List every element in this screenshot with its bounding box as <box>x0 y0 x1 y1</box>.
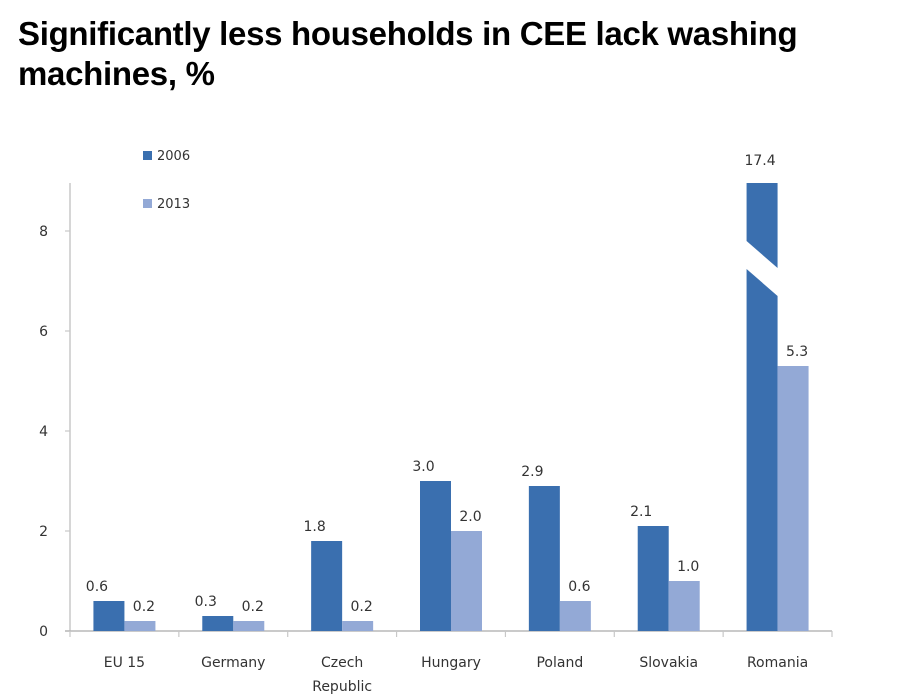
data-label-2013: 5.3 <box>786 344 808 360</box>
data-label-2013: 0.6 <box>568 579 590 595</box>
y-tick-label: 2 <box>39 524 48 540</box>
data-label-2013: 0.2 <box>133 599 155 615</box>
data-label-2006: 0.3 <box>195 594 217 610</box>
bar-2013 <box>451 531 482 631</box>
x-category-label: Hungary <box>421 655 481 671</box>
bar-2006 <box>420 481 451 631</box>
bar-2013 <box>777 366 809 631</box>
legend-label-2006: 2006 <box>157 149 190 164</box>
bar-2013 <box>233 621 265 631</box>
x-category-label: Republic <box>312 679 372 695</box>
bar-2006 <box>93 601 125 631</box>
chart-title: Significantly less households in CEE lac… <box>18 15 798 92</box>
bar-2006 <box>528 486 560 631</box>
x-category-label: Czech <box>321 655 363 671</box>
x-category-label: Germany <box>201 655 265 671</box>
y-tick-label: 0 <box>39 624 48 640</box>
bar-2006 <box>202 616 234 631</box>
x-category-label: EU 15 <box>104 655 145 671</box>
bar-2013 <box>342 621 374 631</box>
data-label-2006: 0.6 <box>86 579 108 595</box>
x-category-label: Poland <box>536 655 583 671</box>
x-category-label: Slovakia <box>639 655 698 671</box>
x-category-label: Romania <box>747 655 808 671</box>
bar-2006-broken-top <box>746 183 778 268</box>
legend-label-2013: 2013 <box>157 197 190 212</box>
y-tick-label: 8 <box>39 224 48 240</box>
data-label-2013: 0.2 <box>242 599 264 615</box>
legend-swatch-2013 <box>143 199 152 208</box>
bar-2006 <box>637 526 669 631</box>
bar-2013 <box>124 621 156 631</box>
y-tick-label: 4 <box>39 424 48 440</box>
data-label-2006: 17.4 <box>744 153 775 169</box>
bar-2013 <box>559 601 591 631</box>
bar-2013 <box>668 581 700 631</box>
data-label-2006: 1.8 <box>304 519 326 535</box>
y-tick-label: 6 <box>39 324 48 340</box>
data-label-2013: 1.0 <box>677 559 699 575</box>
data-label-2006: 2.1 <box>630 504 652 520</box>
data-label-2013: 0.2 <box>351 599 373 615</box>
data-label-2013: 2.0 <box>459 509 481 525</box>
bar-2006 <box>311 541 343 631</box>
data-label-2006: 3.0 <box>412 459 434 475</box>
data-label-2006: 2.9 <box>521 464 543 480</box>
legend-swatch-2006 <box>143 151 152 160</box>
bar-2006-broken-bottom <box>746 269 778 631</box>
